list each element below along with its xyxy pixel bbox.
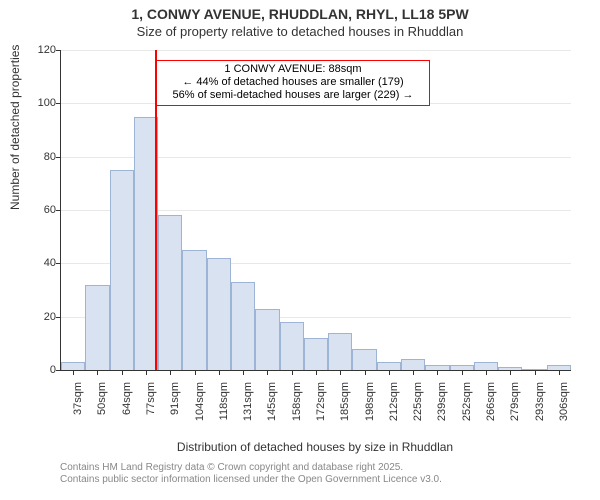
xtick-label: 37sqm	[72, 382, 84, 442]
ytick-label: 80	[26, 151, 56, 163]
xtick-mark	[510, 370, 511, 375]
xtick-mark	[267, 370, 268, 375]
ytick-label: 40	[26, 257, 56, 269]
xtick-label: 225sqm	[412, 382, 424, 442]
chart-title: 1, CONWY AVENUE, RHUDDLAN, RHYL, LL18 5P…	[0, 6, 600, 22]
xtick-label: 131sqm	[242, 382, 254, 442]
ytick-label: 20	[26, 311, 56, 323]
xtick-label: 306sqm	[558, 382, 570, 442]
xtick-label: 239sqm	[436, 382, 448, 442]
xtick-label: 118sqm	[218, 382, 230, 442]
xtick-label: 252sqm	[461, 382, 473, 442]
xtick-label: 145sqm	[266, 382, 278, 442]
histogram-bar	[207, 258, 231, 370]
histogram-bar	[352, 349, 376, 370]
histogram-bar	[182, 250, 206, 370]
xtick-label: 64sqm	[121, 382, 133, 442]
xtick-label: 198sqm	[364, 382, 376, 442]
xtick-mark	[243, 370, 244, 375]
ytick-mark	[56, 157, 61, 158]
ytick-label: 0	[26, 364, 56, 376]
xtick-mark	[146, 370, 147, 375]
xtick-mark	[365, 370, 366, 375]
histogram-bar	[280, 322, 304, 370]
xtick-mark	[292, 370, 293, 375]
xtick-label: 279sqm	[509, 382, 521, 442]
ytick-mark	[56, 103, 61, 104]
annotation-line2: ← 44% of detached houses are smaller (17…	[162, 76, 424, 89]
gridline	[61, 50, 571, 51]
footer-attribution: Contains HM Land Registry data © Crown c…	[60, 462, 570, 486]
xtick-label: 212sqm	[388, 382, 400, 442]
footer-line2: Contains public sector information licen…	[60, 474, 570, 486]
xtick-mark	[170, 370, 171, 375]
xtick-mark	[122, 370, 123, 375]
histogram-bar	[377, 362, 401, 370]
xtick-label: 293sqm	[534, 382, 546, 442]
xtick-mark	[340, 370, 341, 375]
xtick-mark	[413, 370, 414, 375]
xtick-mark	[535, 370, 536, 375]
xtick-mark	[219, 370, 220, 375]
ytick-label: 120	[26, 44, 56, 56]
x-axis-label: Distribution of detached houses by size …	[60, 440, 570, 454]
xtick-label: 185sqm	[339, 382, 351, 442]
histogram-bar	[231, 282, 255, 370]
xtick-mark	[73, 370, 74, 375]
histogram-bar	[85, 285, 109, 370]
xtick-label: 91sqm	[169, 382, 181, 442]
ytick-mark	[56, 50, 61, 51]
ytick-label: 100	[26, 97, 56, 109]
xtick-label: 266sqm	[485, 382, 497, 442]
xtick-mark	[559, 370, 560, 375]
xtick-label: 172sqm	[315, 382, 327, 442]
histogram-bar	[401, 359, 425, 370]
annotation-box: 1 CONWY AVENUE: 88sqm← 44% of detached h…	[156, 60, 430, 106]
xtick-mark	[486, 370, 487, 375]
xtick-mark	[462, 370, 463, 375]
histogram-bar	[255, 309, 279, 370]
y-axis-label: Number of detached properties	[8, 45, 22, 210]
xtick-label: 104sqm	[194, 382, 206, 442]
annotation-line3: 56% of semi-detached houses are larger (…	[162, 89, 424, 102]
xtick-label: 158sqm	[291, 382, 303, 442]
ytick-mark	[56, 263, 61, 264]
histogram-bar	[110, 170, 134, 370]
plot-area: 02040608010012037sqm50sqm64sqm77sqm91sqm…	[60, 50, 571, 371]
xtick-mark	[195, 370, 196, 375]
histogram-bar	[158, 215, 182, 370]
annotation-line1: 1 CONWY AVENUE: 88sqm	[162, 63, 424, 76]
footer-line1: Contains HM Land Registry data © Crown c…	[60, 462, 570, 474]
xtick-mark	[316, 370, 317, 375]
histogram-bar	[474, 362, 498, 370]
xtick-mark	[389, 370, 390, 375]
histogram-bar	[61, 362, 85, 370]
xtick-label: 77sqm	[145, 382, 157, 442]
chart-subtitle: Size of property relative to detached ho…	[0, 24, 600, 39]
ytick-mark	[56, 370, 61, 371]
chart-container: 1, CONWY AVENUE, RHUDDLAN, RHYL, LL18 5P…	[0, 0, 600, 500]
histogram-bar	[328, 333, 352, 370]
xtick-label: 50sqm	[96, 382, 108, 442]
xtick-mark	[97, 370, 98, 375]
ytick-label: 60	[26, 204, 56, 216]
histogram-bar	[304, 338, 328, 370]
ytick-mark	[56, 210, 61, 211]
ytick-mark	[56, 317, 61, 318]
xtick-mark	[437, 370, 438, 375]
